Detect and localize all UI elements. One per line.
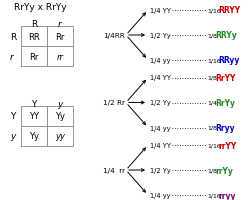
Bar: [21, 27, 47, 47]
Bar: [47, 126, 73, 146]
Text: RrYY: RrYY: [216, 74, 236, 83]
Text: 1/16: 1/16: [207, 193, 221, 198]
Text: R: R: [31, 20, 37, 29]
Bar: [21, 47, 47, 67]
Text: 1/4 yy: 1/4 yy: [150, 125, 171, 131]
Text: RrYy x RrYy: RrYy x RrYy: [14, 3, 66, 12]
Text: r: r: [10, 52, 14, 61]
Text: yy: yy: [55, 132, 65, 141]
Text: 1/2 Rr: 1/2 Rr: [103, 100, 125, 106]
Bar: [47, 27, 73, 47]
Text: y: y: [57, 100, 63, 108]
Text: Rr: Rr: [55, 32, 65, 41]
Text: rrYY: rrYY: [218, 141, 236, 150]
Text: 1/16: 1/16: [207, 58, 221, 63]
Text: 1/4  rr: 1/4 rr: [103, 167, 125, 173]
Text: 1/4 YY: 1/4 YY: [150, 75, 171, 81]
Text: r: r: [58, 20, 62, 29]
Text: 1/8: 1/8: [207, 125, 217, 130]
Text: rrYy: rrYy: [216, 166, 233, 175]
Text: 1/2 Yy: 1/2 Yy: [150, 33, 171, 39]
Text: Yy: Yy: [55, 112, 65, 121]
Text: Yy: Yy: [29, 132, 39, 141]
Text: Y: Y: [31, 100, 37, 108]
Text: 1/4 YY: 1/4 YY: [150, 142, 171, 148]
Text: Rr: Rr: [29, 52, 39, 61]
Bar: [47, 106, 73, 126]
Text: RrYy: RrYy: [216, 99, 236, 107]
Text: rryy: rryy: [218, 191, 236, 200]
Text: 1/4RR: 1/4RR: [103, 33, 125, 39]
Text: RRyy: RRyy: [218, 56, 240, 65]
Text: 1/16: 1/16: [207, 143, 221, 148]
Text: 1/4 yy: 1/4 yy: [150, 192, 171, 198]
Text: 1/4 yy: 1/4 yy: [150, 58, 171, 64]
Text: 1/4: 1/4: [207, 100, 217, 105]
Text: 1/2 Yy: 1/2 Yy: [150, 167, 171, 173]
Text: 1/8: 1/8: [207, 76, 217, 81]
Text: rr: rr: [56, 52, 64, 61]
Text: YY: YY: [29, 112, 39, 121]
Text: RRYY: RRYY: [218, 6, 240, 15]
Text: R: R: [10, 32, 16, 41]
Text: y: y: [10, 132, 16, 141]
Text: Y: Y: [10, 112, 16, 121]
Text: 1/8: 1/8: [207, 33, 217, 38]
Text: RR: RR: [28, 32, 40, 41]
Bar: [47, 47, 73, 67]
Text: Rryy: Rryy: [216, 123, 235, 132]
Text: RRYy: RRYy: [216, 31, 237, 40]
Bar: [21, 106, 47, 126]
Text: 1/4 YY: 1/4 YY: [150, 8, 171, 14]
Text: 1/16: 1/16: [207, 8, 221, 13]
Text: 1/8: 1/8: [207, 168, 217, 173]
Text: 1/2 Yy: 1/2 Yy: [150, 100, 171, 106]
Bar: [21, 126, 47, 146]
